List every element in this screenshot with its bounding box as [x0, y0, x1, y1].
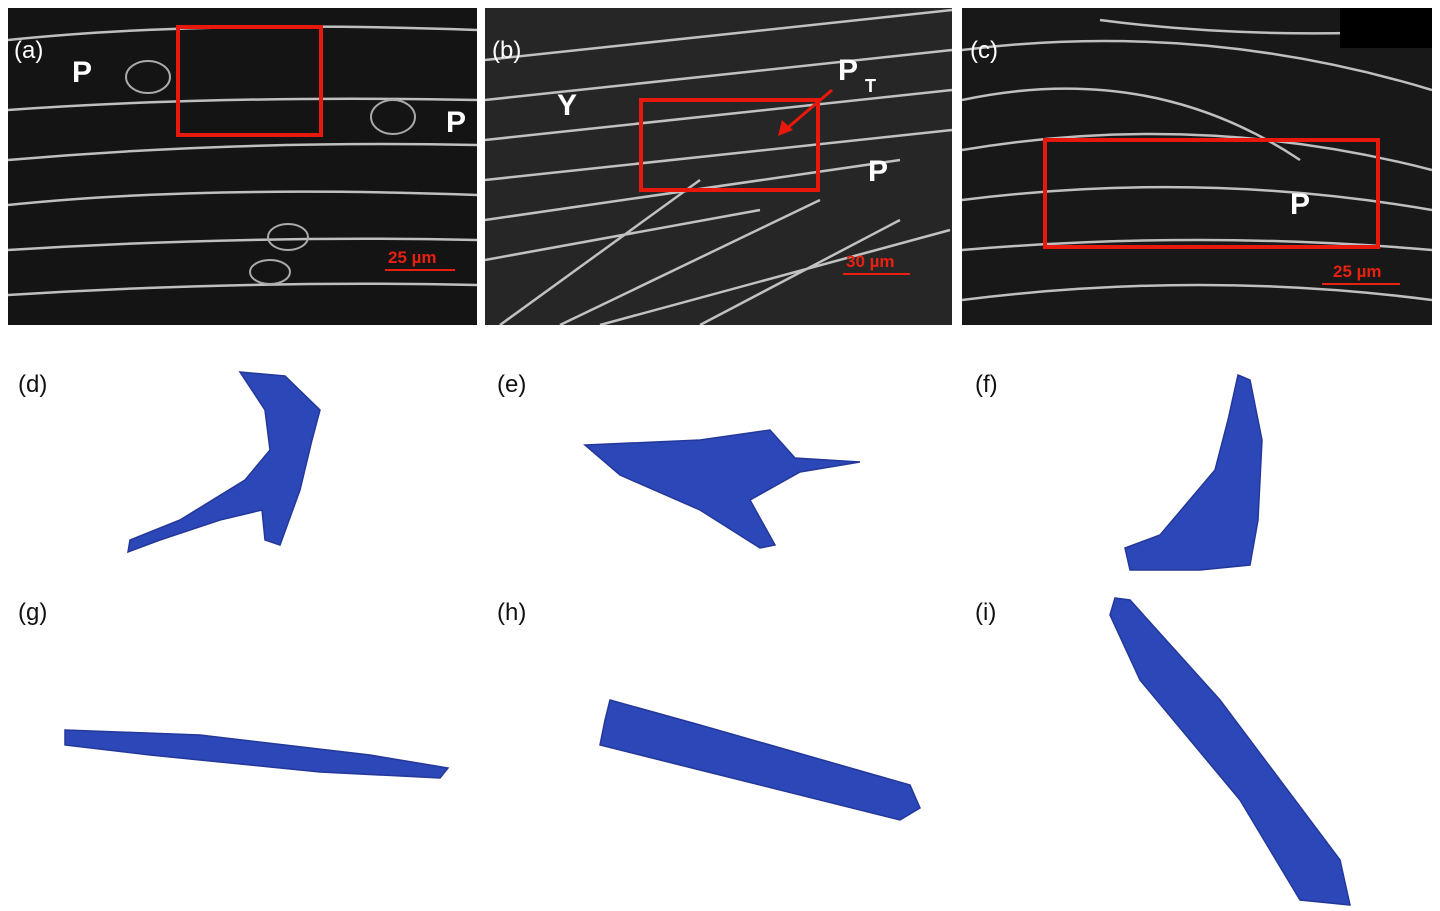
scale-bar-label: 25 µm [388, 248, 437, 267]
cell-render-i [1110, 598, 1350, 905]
cell-render-h [600, 700, 920, 820]
annotation: P [72, 56, 92, 89]
annotation: P [446, 106, 466, 139]
annotation: P [1290, 188, 1310, 221]
annotation: Y [557, 89, 577, 122]
panel-label: (h) [497, 599, 526, 626]
panel-label: (d) [18, 371, 47, 398]
cell-render-d [128, 372, 320, 552]
panel-label: (e) [497, 371, 526, 398]
cell-render-g [65, 730, 448, 778]
scale-bar-label: 30 µm [846, 252, 895, 271]
figure: (a) P P 25 µm (b) Y P T P 30 µm (c) P 25… [0, 0, 1440, 911]
panel-label: (c) [970, 37, 998, 64]
annotation-subscript: T [865, 76, 876, 96]
cell-render-f [1125, 375, 1262, 570]
annotation: P [838, 54, 858, 87]
cell-render-e [585, 430, 860, 548]
panel-label: (b) [492, 37, 521, 64]
panel-label: (a) [14, 37, 43, 64]
panel-label: (i) [975, 599, 996, 626]
panel-label: (g) [18, 599, 47, 626]
scale-bar-label: 25 µm [1333, 262, 1382, 281]
panel-label: (f) [975, 371, 998, 398]
annotation: P [868, 155, 888, 188]
